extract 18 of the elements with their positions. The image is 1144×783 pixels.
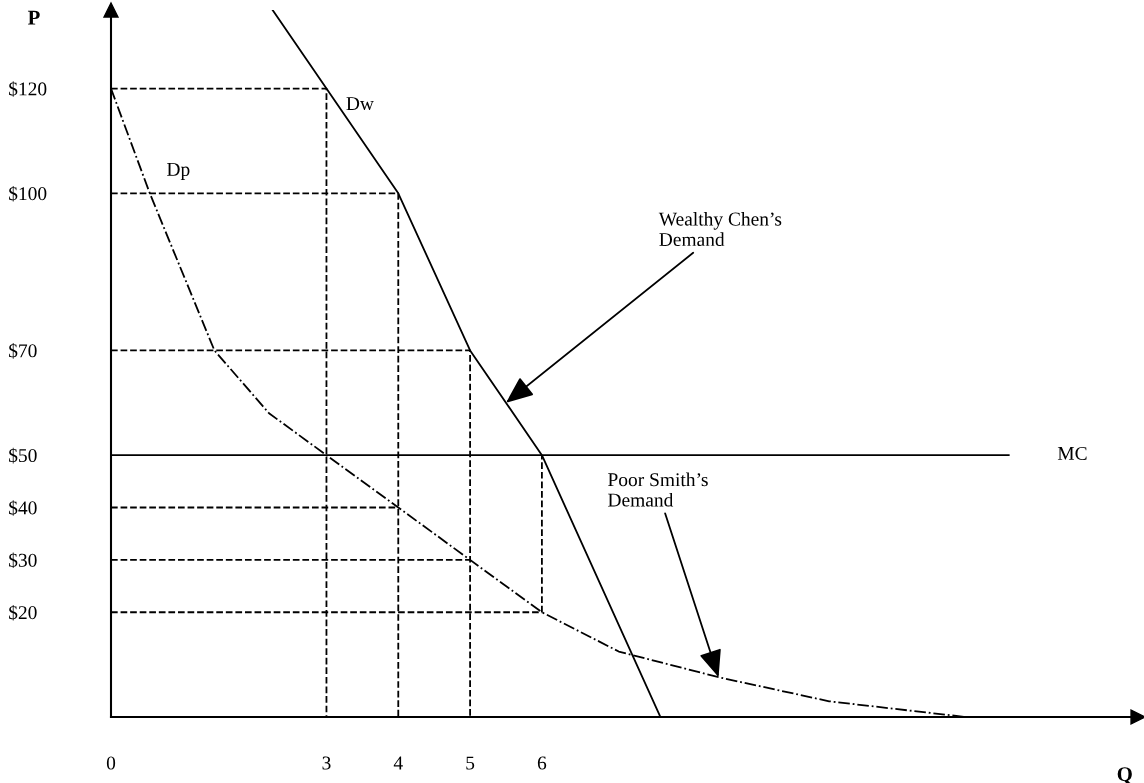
annotation: Wealthy Chen’s Demand (658, 211, 782, 247)
x-tick-label: 5 (466, 756, 475, 770)
y-tick-label: $120 (9, 81, 47, 97)
y-axis-title: P (27, 10, 40, 25)
y-tick-label: $70 (9, 343, 37, 359)
annotation: Poor Smith’s Demand (608, 472, 708, 507)
x-tick-label: 0 (106, 756, 116, 770)
y-tick-label: $20 (9, 604, 37, 621)
text: MC (1057, 446, 1087, 461)
y-tick-label: $40 (9, 500, 37, 516)
series-label: Dw (346, 97, 374, 111)
y-tick-label: $50 (9, 447, 37, 464)
x-tick-label: 6 (537, 756, 547, 770)
x-tick-label: 3 (322, 756, 331, 770)
series-label: Dp (167, 163, 190, 180)
y-tick-label: $30 (9, 552, 37, 569)
y-tick-label: $100 (9, 185, 47, 202)
x-tick-label: 4 (393, 756, 403, 770)
